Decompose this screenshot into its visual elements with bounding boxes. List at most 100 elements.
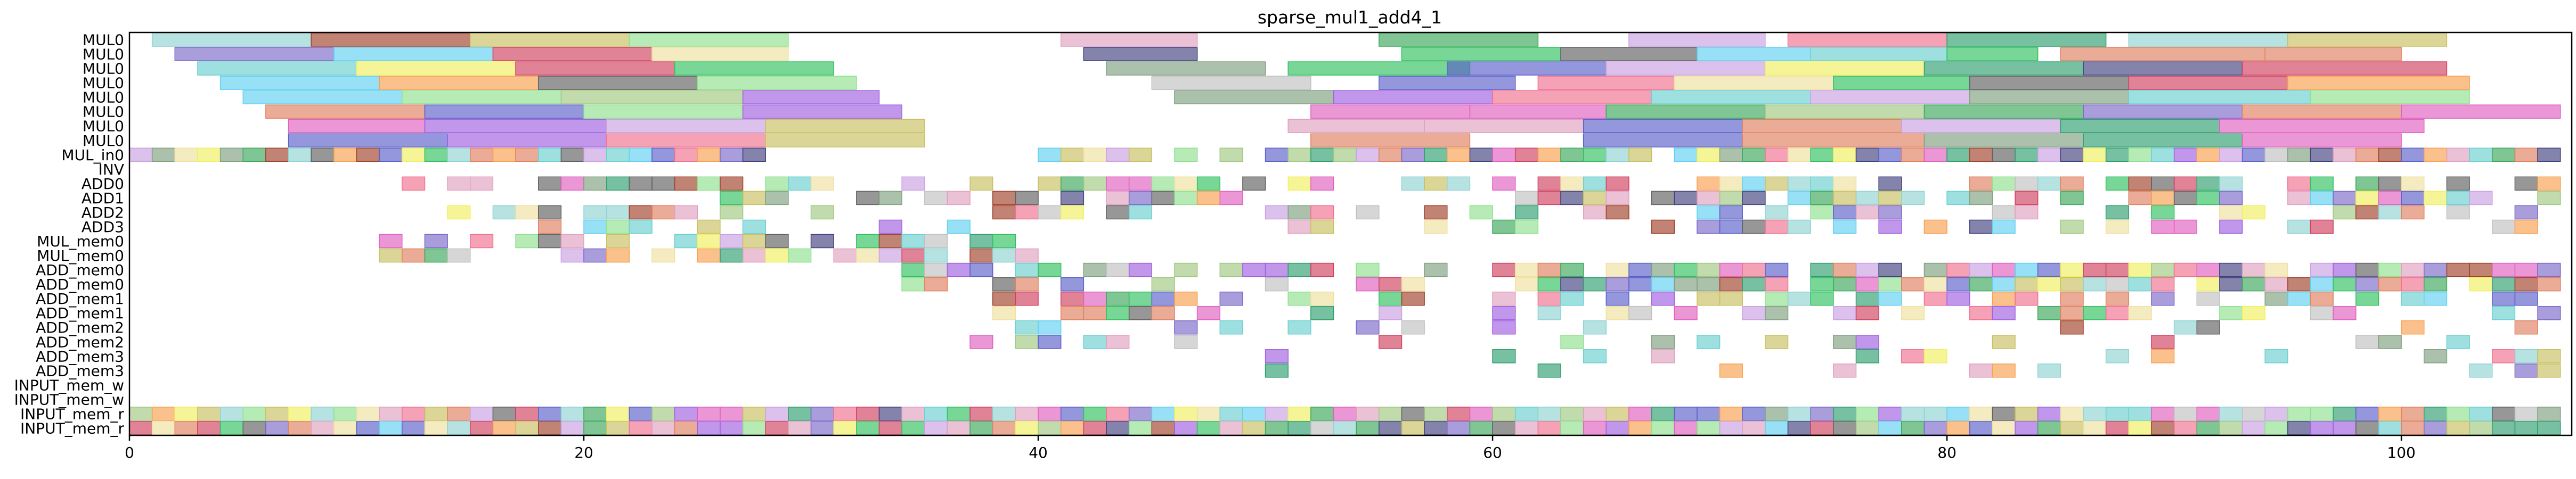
gantt-bar — [424, 248, 448, 263]
gantt-bar — [1605, 305, 1629, 320]
gantt-bar — [2378, 407, 2402, 421]
gantt-bar — [1583, 176, 1607, 191]
gantt-bar — [1015, 248, 1039, 263]
gantt-bar — [1401, 291, 1425, 306]
gantt-bar — [1174, 90, 1334, 104]
gantt-bar — [1015, 291, 1039, 306]
gantt-bar — [1379, 421, 1403, 435]
gantt-bar — [1878, 262, 1902, 277]
gantt-bar — [2446, 191, 2470, 205]
gantt-bar — [1060, 305, 1085, 320]
gantt-bar — [447, 147, 471, 162]
gantt-bar — [1038, 320, 1062, 335]
gantt-bar — [1583, 147, 1607, 162]
gantt-bar — [606, 176, 630, 191]
gantt-bar — [1537, 176, 1561, 191]
gantt-bar — [2287, 219, 2311, 234]
gantt-bar — [1923, 219, 1947, 234]
gantt-bar — [1605, 61, 1766, 76]
gantt-bar — [1651, 291, 1675, 306]
gantt-bar — [651, 47, 789, 61]
gantt-bar — [1287, 61, 1471, 76]
gantt-bar — [402, 421, 426, 435]
gantt-bar — [1492, 305, 1516, 320]
gantt-bar — [1946, 421, 1970, 435]
gantt-bar — [1969, 421, 1993, 435]
gantt-bar — [1151, 407, 1175, 421]
gantt-bar — [2173, 421, 2198, 435]
gantt-bar — [2015, 421, 2039, 435]
gantt-bar — [2060, 191, 2084, 205]
gantt-bar — [1514, 262, 1539, 277]
row-label: MUL0 — [83, 132, 124, 150]
row-label: ADD_mem0 — [36, 261, 124, 279]
gantt-bar — [1492, 291, 1516, 306]
gantt-bar — [833, 248, 857, 263]
gantt-bar — [2491, 262, 2516, 277]
gantt-bar — [1106, 191, 1130, 205]
gantt-bar — [1583, 407, 1607, 421]
gantt-bar — [1787, 176, 1811, 191]
gantt-bar — [1719, 205, 1743, 220]
gantt-bar — [924, 421, 948, 435]
gantt-bar — [2173, 191, 2198, 205]
gantt-bar — [2469, 421, 2493, 435]
gantt-bar — [356, 407, 380, 421]
gantt-bar — [1287, 262, 1311, 277]
gantt-bar — [2151, 205, 2175, 220]
gantt-bar — [1060, 191, 1085, 205]
gantt-bar — [992, 205, 1016, 220]
gantt-bar — [765, 133, 925, 148]
gantt-bar — [379, 147, 403, 162]
gantt-bar — [174, 421, 198, 435]
gantt-bar — [2401, 205, 2425, 220]
gantt-bar — [788, 176, 812, 191]
gantt-bar — [2196, 277, 2220, 292]
row-label: MUL_in0 — [61, 146, 124, 164]
gantt-bar — [1810, 90, 1970, 104]
gantt-bar — [1878, 176, 1902, 191]
gantt-bar — [924, 262, 948, 277]
gantt-bar — [606, 407, 630, 421]
gantt-bar — [1878, 205, 1902, 220]
gantt-bar — [537, 219, 562, 234]
row-label: INPUT_mem_w — [14, 391, 124, 408]
gantt-bar — [2333, 407, 2357, 421]
gantt-bar — [651, 205, 675, 220]
gantt-bar — [1878, 291, 1902, 306]
gantt-bar — [1287, 219, 1311, 234]
gantt-bar — [1128, 176, 1153, 191]
gantt-bar — [2105, 205, 2130, 220]
gantt-bar — [1560, 335, 1584, 349]
chart-title: sparse_mul1_add4_1 — [1258, 7, 1442, 28]
row-label: MUL0 — [83, 60, 124, 78]
gantt-bar — [1878, 421, 1902, 435]
gantt-bar — [2310, 262, 2334, 277]
gantt-bar — [2219, 119, 2425, 133]
gantt-bar — [1015, 421, 1039, 435]
gantt-bar — [333, 147, 357, 162]
gantt-bar — [1492, 421, 1516, 435]
gantt-bar — [1810, 277, 1834, 292]
gantt-bar — [1469, 205, 1493, 220]
gantt-bar — [1038, 407, 1062, 421]
gantt-bar — [447, 205, 471, 220]
gantt-bar — [1174, 262, 1198, 277]
gantt-bar — [470, 176, 494, 191]
gantt-bar — [697, 234, 721, 249]
gantt-bar — [583, 219, 607, 234]
gantt-bar — [333, 407, 357, 421]
gantt-bar — [2037, 421, 2061, 435]
gantt-bar — [2083, 147, 2107, 162]
gantt-bar — [2514, 176, 2538, 191]
gantt-bar — [2241, 133, 2402, 148]
gantt-bar — [1605, 205, 1629, 220]
gantt-bar — [606, 147, 630, 162]
gantt-bar — [356, 147, 380, 162]
gantt-bar — [1174, 421, 1198, 435]
gantt-bar — [1969, 305, 1993, 320]
gantt-bar — [1174, 147, 1198, 162]
gantt-bar — [1992, 262, 2016, 277]
gantt-bar — [2401, 291, 2425, 306]
gantt-bar — [697, 248, 721, 263]
